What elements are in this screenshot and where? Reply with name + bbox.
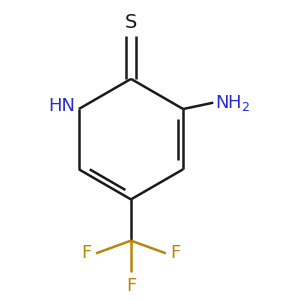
- Text: HN: HN: [49, 97, 76, 115]
- Text: S: S: [125, 13, 137, 32]
- Text: F: F: [171, 244, 181, 262]
- Text: F: F: [81, 244, 91, 262]
- Text: NH$_2$: NH$_2$: [215, 93, 250, 113]
- Text: F: F: [126, 277, 136, 295]
